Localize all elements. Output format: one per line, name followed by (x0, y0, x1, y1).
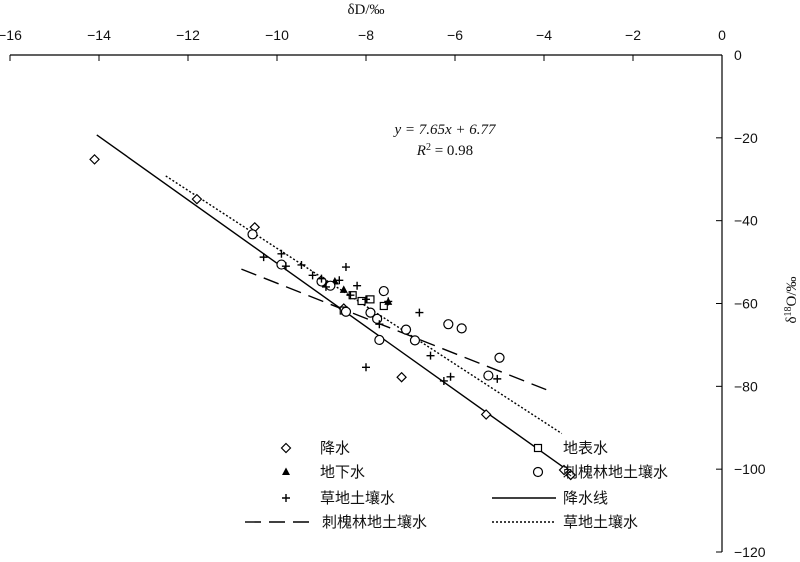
x-axis-title: δD/‰ (347, 2, 384, 18)
data-points (89, 154, 577, 481)
regression-r2: R2 = 0.98 (416, 142, 473, 160)
y-tick-label: −80 (734, 378, 758, 394)
legend-label: 降水线 (563, 489, 608, 507)
data-point-plus (308, 271, 317, 280)
data-point-circle (340, 306, 352, 317)
x-tick-label: −6 (447, 27, 463, 43)
data-point-plus (375, 320, 384, 329)
x-tick-label: −14 (87, 27, 111, 43)
x-tick-label: −2 (625, 27, 641, 43)
data-point-circle (443, 319, 454, 330)
x-ticks: −16 −14 −12 −10 −8 −6 −4 −2 0 (0, 27, 726, 61)
regression-annotation: y = 7.65x + 6.77 R2 = 0.98 (392, 122, 497, 159)
data-point-diamond (89, 154, 100, 165)
data-point-triangle (339, 285, 348, 293)
y-axis-title: δ18O/‰ (783, 276, 800, 323)
y-tick-label: −100 (734, 461, 766, 477)
regression-equation: y = 7.65x + 6.77 (392, 122, 497, 138)
data-point-circle (483, 370, 494, 381)
data-point-circle (365, 307, 376, 318)
data-point-square (379, 301, 388, 311)
legend-symbol-plus (282, 494, 290, 502)
legend-item: 刺槐林地土壤水 (245, 513, 427, 531)
y-tick-label: 0 (734, 47, 742, 63)
fit-lines (96, 134, 569, 472)
data-point-plus (277, 249, 286, 258)
data-point-plus (493, 374, 502, 383)
data-point-plus (362, 295, 370, 304)
legend-label: 地表水 (563, 439, 608, 457)
legend-symbol-diamond (280, 442, 292, 454)
data-point-circle (325, 280, 336, 291)
data-point-plus (446, 372, 455, 381)
data-point-plus (439, 376, 448, 385)
legend-item: 刺槐林地土壤水 (532, 463, 668, 481)
data-point-circle (409, 335, 421, 346)
legend-label: 地下水 (320, 463, 365, 481)
data-point-plus (335, 276, 344, 285)
legend-label: 刺槐林地土壤水 (563, 463, 668, 481)
data-point-circle (400, 324, 412, 335)
fit-line-solid (96, 134, 569, 472)
data-point-diamond (191, 193, 203, 205)
data-point-plus (341, 263, 350, 272)
x-tick-label: −16 (0, 27, 22, 43)
data-point-circle (374, 334, 385, 346)
data-point-circle (494, 352, 505, 363)
data-point-plus (362, 363, 370, 372)
legend-label: 降水 (320, 439, 350, 457)
data-point-plus (384, 297, 393, 306)
legend-label: 草地土壤水 (320, 489, 395, 507)
legend-symbol-square (533, 443, 543, 453)
data-point-plus (415, 308, 424, 317)
data-point-circle (247, 229, 258, 240)
x-tick-label: −10 (265, 27, 289, 43)
y-tick-label: −120 (734, 544, 766, 560)
legend-item: 地表水 (533, 439, 608, 457)
x-tick-label: −4 (536, 27, 552, 43)
data-point-diamond (558, 464, 570, 476)
data-point-diamond (480, 409, 492, 420)
data-point-plus (321, 282, 330, 291)
x-tick-label: 0 (718, 27, 726, 43)
x-tick-label: −8 (358, 27, 374, 43)
fit-line-dashed (241, 268, 547, 391)
legend-label: 刺槐林地土壤水 (322, 513, 427, 531)
legend-symbol-circle (532, 466, 544, 478)
y-ticks: 0 −20 −40 −60 −80 −100 −120 (716, 47, 766, 560)
data-point-square (357, 296, 366, 306)
data-point-circle (378, 285, 389, 297)
data-point-circle (372, 313, 383, 324)
data-point-plus (426, 351, 435, 360)
data-point-plus (353, 281, 362, 290)
data-point-diamond (565, 469, 577, 481)
y-tick-label: −20 (734, 130, 758, 146)
legend-item: 降水线 (492, 489, 608, 507)
data-point-plus (346, 291, 355, 300)
y-tick-label: −40 (734, 213, 758, 229)
legend-item: 草地土壤水 (492, 513, 638, 531)
legend-item: 降水 (280, 439, 350, 457)
data-point-plus (317, 274, 326, 283)
data-point-circle (456, 323, 467, 334)
data-point-plus (281, 262, 290, 271)
data-point-plus (259, 253, 268, 262)
legend-label: 草地土壤水 (563, 513, 638, 531)
legend-symbol-triangle (282, 467, 290, 475)
legend-item: 草地土壤水 (282, 489, 395, 507)
data-point-diamond (396, 371, 407, 383)
data-point-plus (297, 260, 306, 269)
y-tick-label: −60 (734, 296, 758, 312)
x-tick-label: −12 (176, 27, 200, 43)
data-point-circle (276, 259, 287, 270)
legend-item: 地下水 (282, 463, 365, 481)
